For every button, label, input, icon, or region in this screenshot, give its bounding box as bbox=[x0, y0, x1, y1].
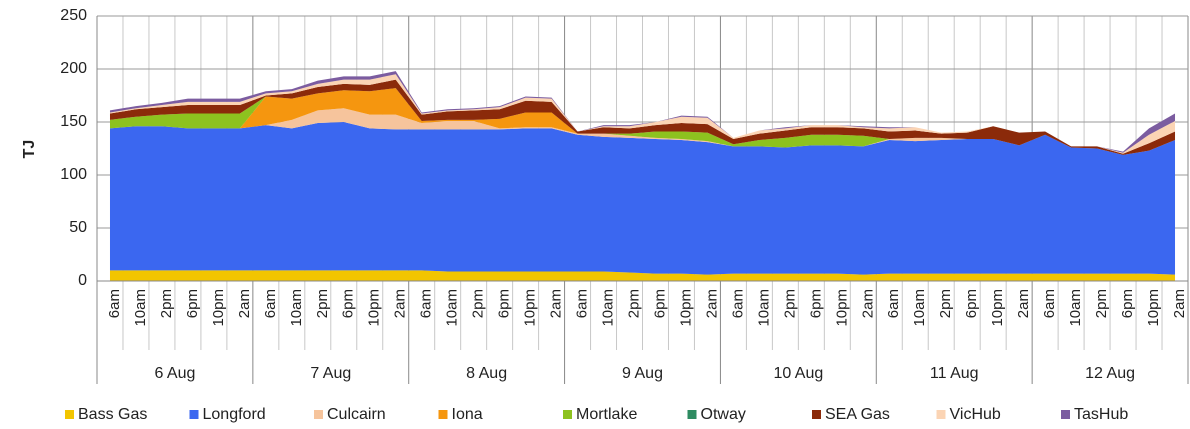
legend-label: Otway bbox=[701, 406, 746, 423]
x-group-label: 10 Aug bbox=[773, 365, 823, 382]
x-tick-label: 10am bbox=[288, 289, 305, 327]
legend-swatch bbox=[687, 410, 697, 419]
x-tick-label: 6pm bbox=[184, 289, 201, 318]
x-tick-label: 6am bbox=[729, 289, 746, 318]
legend-label: Longford bbox=[203, 406, 266, 423]
x-tick-label: 10pm bbox=[677, 289, 694, 327]
area bbox=[109, 122, 1176, 275]
legend-swatch bbox=[812, 410, 821, 419]
y-axis-label: TJ bbox=[21, 140, 38, 159]
x-tick-label: 10am bbox=[600, 289, 617, 327]
area bbox=[109, 270, 1176, 281]
legend-label: TasHub bbox=[1074, 406, 1128, 423]
x-tick-label: 2am bbox=[392, 289, 409, 318]
x-tick-label: 10pm bbox=[522, 289, 539, 327]
y-tick-label: 200 bbox=[60, 60, 87, 77]
x-tick-label: 2pm bbox=[625, 289, 642, 318]
x-tick-label: 6pm bbox=[340, 289, 357, 318]
x-tick-label: 2pm bbox=[158, 289, 175, 318]
x-tick-label: 2am bbox=[236, 289, 253, 318]
x-tick-label: 10pm bbox=[989, 289, 1006, 327]
legend-swatch bbox=[65, 410, 74, 419]
x-tick-label: 10am bbox=[911, 289, 928, 327]
y-tick-label: 100 bbox=[60, 166, 87, 183]
legend-label: Culcairn bbox=[327, 406, 386, 423]
x-tick-label: 6am bbox=[418, 289, 435, 318]
x-tick-label: 2pm bbox=[1093, 289, 1110, 318]
x-tick-label: 2am bbox=[1171, 289, 1188, 318]
y-tick-label: 50 bbox=[69, 219, 87, 236]
x-group-label: 7 Aug bbox=[310, 365, 351, 382]
x-tick-label: 6pm bbox=[963, 289, 980, 318]
area bbox=[109, 108, 1176, 155]
x-tick-label: 2am bbox=[859, 289, 876, 318]
legend-label: Iona bbox=[452, 406, 483, 423]
legend-swatch bbox=[438, 410, 448, 419]
legend-label: VicHub bbox=[950, 406, 1001, 423]
legend-swatch bbox=[936, 410, 946, 419]
x-tick-label: 6pm bbox=[651, 289, 668, 318]
x-tick-label: 10am bbox=[444, 289, 461, 327]
x-group-label: 9 Aug bbox=[622, 365, 663, 382]
x-tick-label: 6pm bbox=[496, 289, 513, 318]
x-tick-label: 10pm bbox=[366, 289, 383, 327]
x-tick-label: 6am bbox=[574, 289, 591, 318]
x-tick-label: 6am bbox=[106, 289, 123, 318]
x-tick-label: 10pm bbox=[210, 289, 227, 327]
area bbox=[109, 88, 1176, 155]
x-tick-label: 10pm bbox=[1145, 289, 1162, 327]
x-tick-label: 2pm bbox=[937, 289, 954, 318]
x-tick-label: 10pm bbox=[833, 289, 850, 327]
x-tick-label: 6am bbox=[1041, 289, 1058, 318]
x-group-label: 12 Aug bbox=[1085, 365, 1135, 382]
x-tick-label: 10am bbox=[1067, 289, 1084, 327]
x-tick-label: 6pm bbox=[1119, 289, 1136, 318]
x-tick-label: 2am bbox=[1015, 289, 1032, 318]
x-tick-label: 6pm bbox=[807, 289, 824, 318]
x-group-label: 8 Aug bbox=[466, 365, 507, 382]
legend-swatch bbox=[1061, 410, 1070, 419]
legend-label: Mortlake bbox=[576, 406, 637, 423]
x-tick-label: 2am bbox=[548, 289, 565, 318]
legend-swatch bbox=[314, 410, 323, 419]
x-group-label: 11 Aug bbox=[930, 365, 979, 382]
legend-label: SEA Gas bbox=[825, 406, 890, 423]
x-tick-label: 10am bbox=[755, 289, 772, 327]
legend-label: Bass Gas bbox=[78, 406, 147, 423]
x-tick-label: 10am bbox=[132, 289, 149, 327]
x-group-label: 6 Aug bbox=[154, 365, 195, 382]
legend-swatch bbox=[563, 410, 572, 419]
x-tick-label: 2am bbox=[703, 289, 720, 318]
x-tick-label: 6am bbox=[262, 289, 279, 318]
area bbox=[109, 79, 1176, 155]
y-tick-label: 250 bbox=[60, 7, 87, 24]
y-tick-label: 150 bbox=[60, 113, 87, 130]
y-tick-label: 0 bbox=[78, 272, 87, 289]
x-tick-label: 6am bbox=[885, 289, 902, 318]
x-tick-label: 2pm bbox=[314, 289, 331, 318]
x-tick-label: 2pm bbox=[470, 289, 487, 318]
x-tick-label: 2pm bbox=[781, 289, 798, 318]
legend-swatch bbox=[189, 410, 199, 419]
